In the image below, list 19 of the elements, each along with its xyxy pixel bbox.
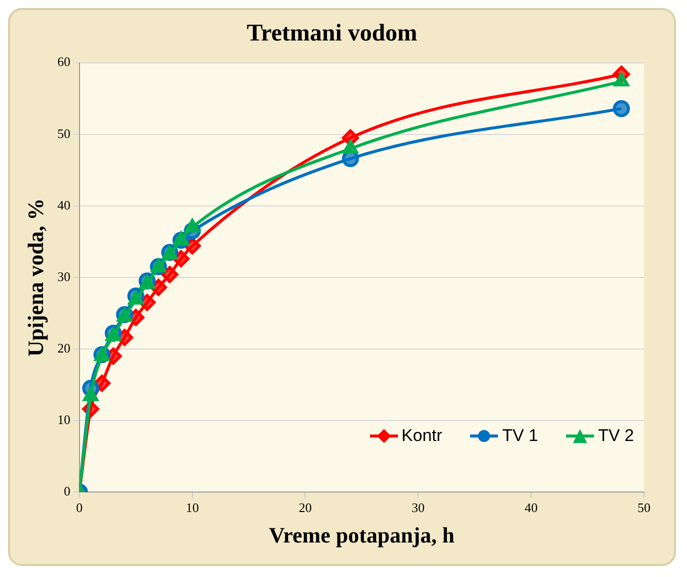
legend-label: TV 2 xyxy=(598,426,634,446)
x-axis-title: Vreme potapanja, h xyxy=(268,522,454,548)
y-tick-label: 30 xyxy=(57,268,70,284)
x-tick-label: 10 xyxy=(186,500,199,516)
x-tick-label: 0 xyxy=(76,500,83,516)
x-tick-label: 50 xyxy=(638,500,650,516)
legend-label: TV 1 xyxy=(502,426,538,446)
y-axis-title: Upijena voda, % xyxy=(22,198,48,357)
x-tick-label: 20 xyxy=(298,500,312,516)
x-tick-label: 40 xyxy=(524,500,538,516)
y-tick-label: 60 xyxy=(57,54,70,70)
y-tick-label: 0 xyxy=(64,483,70,498)
y-tick-label: 40 xyxy=(57,197,70,212)
x-tick-label: 30 xyxy=(412,500,425,516)
y-tick-label: 50 xyxy=(57,126,70,141)
legend-label: Kontr xyxy=(402,426,442,446)
y-tick-label: 10 xyxy=(57,412,70,427)
chart-title: Tretmani vodom xyxy=(246,20,418,47)
y-tick-label: 20 xyxy=(57,340,70,356)
